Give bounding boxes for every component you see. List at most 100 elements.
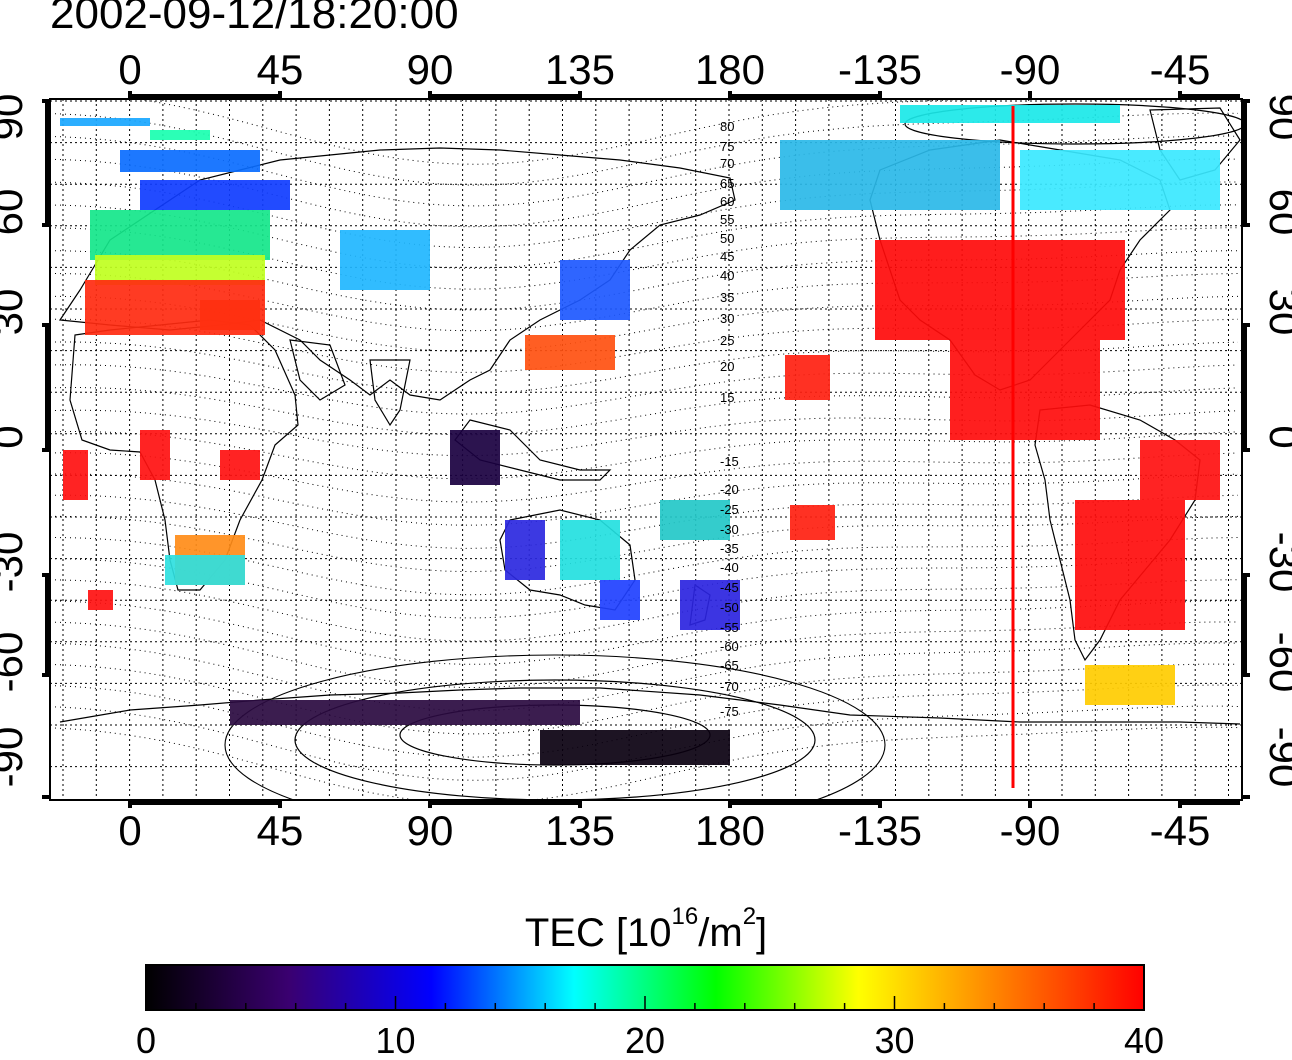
left-lat-label: 30 (0, 289, 31, 336)
right-lat-label: -60 (1261, 632, 1292, 693)
contour-label: 60 (720, 194, 734, 209)
tec-blob (875, 240, 1125, 340)
right-lat-label: 0 (1261, 425, 1292, 448)
top-lon-label: 180 (695, 46, 765, 93)
left-lat-label: 0 (0, 425, 31, 448)
top-lon-label: -135 (838, 46, 922, 93)
left-lat-label: -90 (0, 727, 31, 788)
coastline (58, 147, 736, 401)
contour-label: 30 (720, 311, 734, 326)
tec-blob (165, 555, 245, 585)
bottom-lon-label: 180 (695, 807, 765, 854)
right-lat-label: -90 (1261, 727, 1292, 788)
tec-blob (140, 180, 290, 210)
tec-blob (560, 520, 620, 580)
tec-observation-blobs (60, 105, 1220, 765)
bottom-band-segment (730, 800, 880, 805)
tec-blob (780, 140, 1000, 210)
tec-blob (525, 335, 615, 370)
top-band-segment (430, 94, 580, 99)
tec-blob (88, 590, 113, 610)
contour-label: 70 (720, 156, 734, 171)
tec-blob (63, 450, 88, 500)
contour-label: 55 (720, 212, 734, 227)
colorbar-tick-labels: 0 10 20 30 40 (136, 1020, 1164, 1060)
bottom-band-segment (130, 800, 280, 805)
contour-label: 50 (720, 231, 734, 246)
right-lat-label: 30 (1261, 289, 1292, 336)
contour-label: 40 (720, 268, 734, 283)
contour-label: -15 (720, 454, 739, 469)
tec-blob (200, 300, 260, 330)
tec-blob (450, 430, 500, 485)
bottom-lon-label: -90 (1000, 807, 1061, 854)
contour-line (50, 558, 1238, 619)
top-lon-label: 45 (257, 46, 304, 93)
bottom-tick (1028, 800, 1032, 808)
contour-label: 35 (720, 290, 734, 305)
bottom-lon-label: -135 (838, 807, 922, 854)
contour-label: -45 (720, 580, 739, 595)
colorbar-tick-label: 20 (625, 1020, 665, 1060)
contour-label: -35 (720, 541, 739, 556)
contour-line (50, 112, 1239, 186)
contour-label: 20 (720, 359, 734, 374)
contour-label: -55 (720, 620, 739, 635)
top-lon-label: 90 (407, 46, 454, 93)
bottom-band-segment (1180, 800, 1240, 805)
contour-label: 75 (720, 139, 734, 154)
bottom-lon-label: 135 (545, 807, 615, 854)
right-lat-label: -30 (1261, 532, 1292, 593)
tec-blob (1020, 150, 1220, 210)
contour-line (50, 295, 1239, 353)
tec-blob (1075, 500, 1185, 630)
right-band-segment (1242, 101, 1247, 225)
top-lon-label: 0 (118, 46, 141, 93)
contour-line (50, 250, 1238, 311)
top-band-segment (1180, 94, 1240, 99)
contour-label: -20 (720, 482, 739, 497)
colorbar-tick-label: 40 (1124, 1020, 1164, 1060)
tec-blob (790, 505, 835, 540)
contour-labels: 80 75 70 65 60 55 50 45 40 35 30 25 20 15 -15 -20 -25 -30… (720, 119, 739, 719)
tec-blob (600, 580, 640, 620)
contour-line (50, 515, 1239, 573)
tec-blob (540, 730, 730, 765)
contour-line (50, 642, 1239, 712)
colorbar-tick-label: 0 (136, 1020, 156, 1060)
left-lat-label: 90 (0, 94, 31, 141)
right-tick (1242, 795, 1250, 799)
contour-line (50, 621, 1238, 689)
contour-label: -75 (720, 704, 739, 719)
tec-blob (900, 105, 1120, 123)
colorbar-title-exponent-2: 2 (742, 903, 757, 930)
colorbar-title: TEC [1016/m2] (0, 903, 1292, 955)
coastline (289, 339, 346, 401)
colorbar-ticks (145, 996, 1145, 1010)
tec-blob (680, 580, 740, 630)
bottom-band-segment (430, 800, 580, 805)
colorbar-title-unit: /m (698, 911, 743, 955)
graticule (50, 99, 1242, 800)
tec-blob (1140, 440, 1220, 500)
contour-label: 80 (720, 119, 734, 134)
bottom-lon-label: -45 (1150, 807, 1211, 854)
bottom-lon-label: 90 (407, 807, 454, 854)
tec-blob (505, 520, 545, 580)
coastline (369, 359, 411, 427)
left-lat-label: 60 (0, 189, 31, 236)
tec-blob (230, 700, 580, 725)
tec-blob (1085, 665, 1175, 705)
left-lat-label: -30 (0, 532, 31, 593)
top-tick (1028, 91, 1032, 99)
tec-blob (60, 118, 150, 126)
right-lat-label: 60 (1261, 189, 1292, 236)
top-lon-label: -45 (1150, 46, 1211, 93)
tec-blob (150, 130, 210, 140)
left-band-segment (45, 325, 50, 450)
left-band-segment (45, 101, 50, 225)
contour-line (50, 273, 1239, 332)
contour-line (50, 663, 1239, 735)
top-band-segment (130, 94, 280, 99)
